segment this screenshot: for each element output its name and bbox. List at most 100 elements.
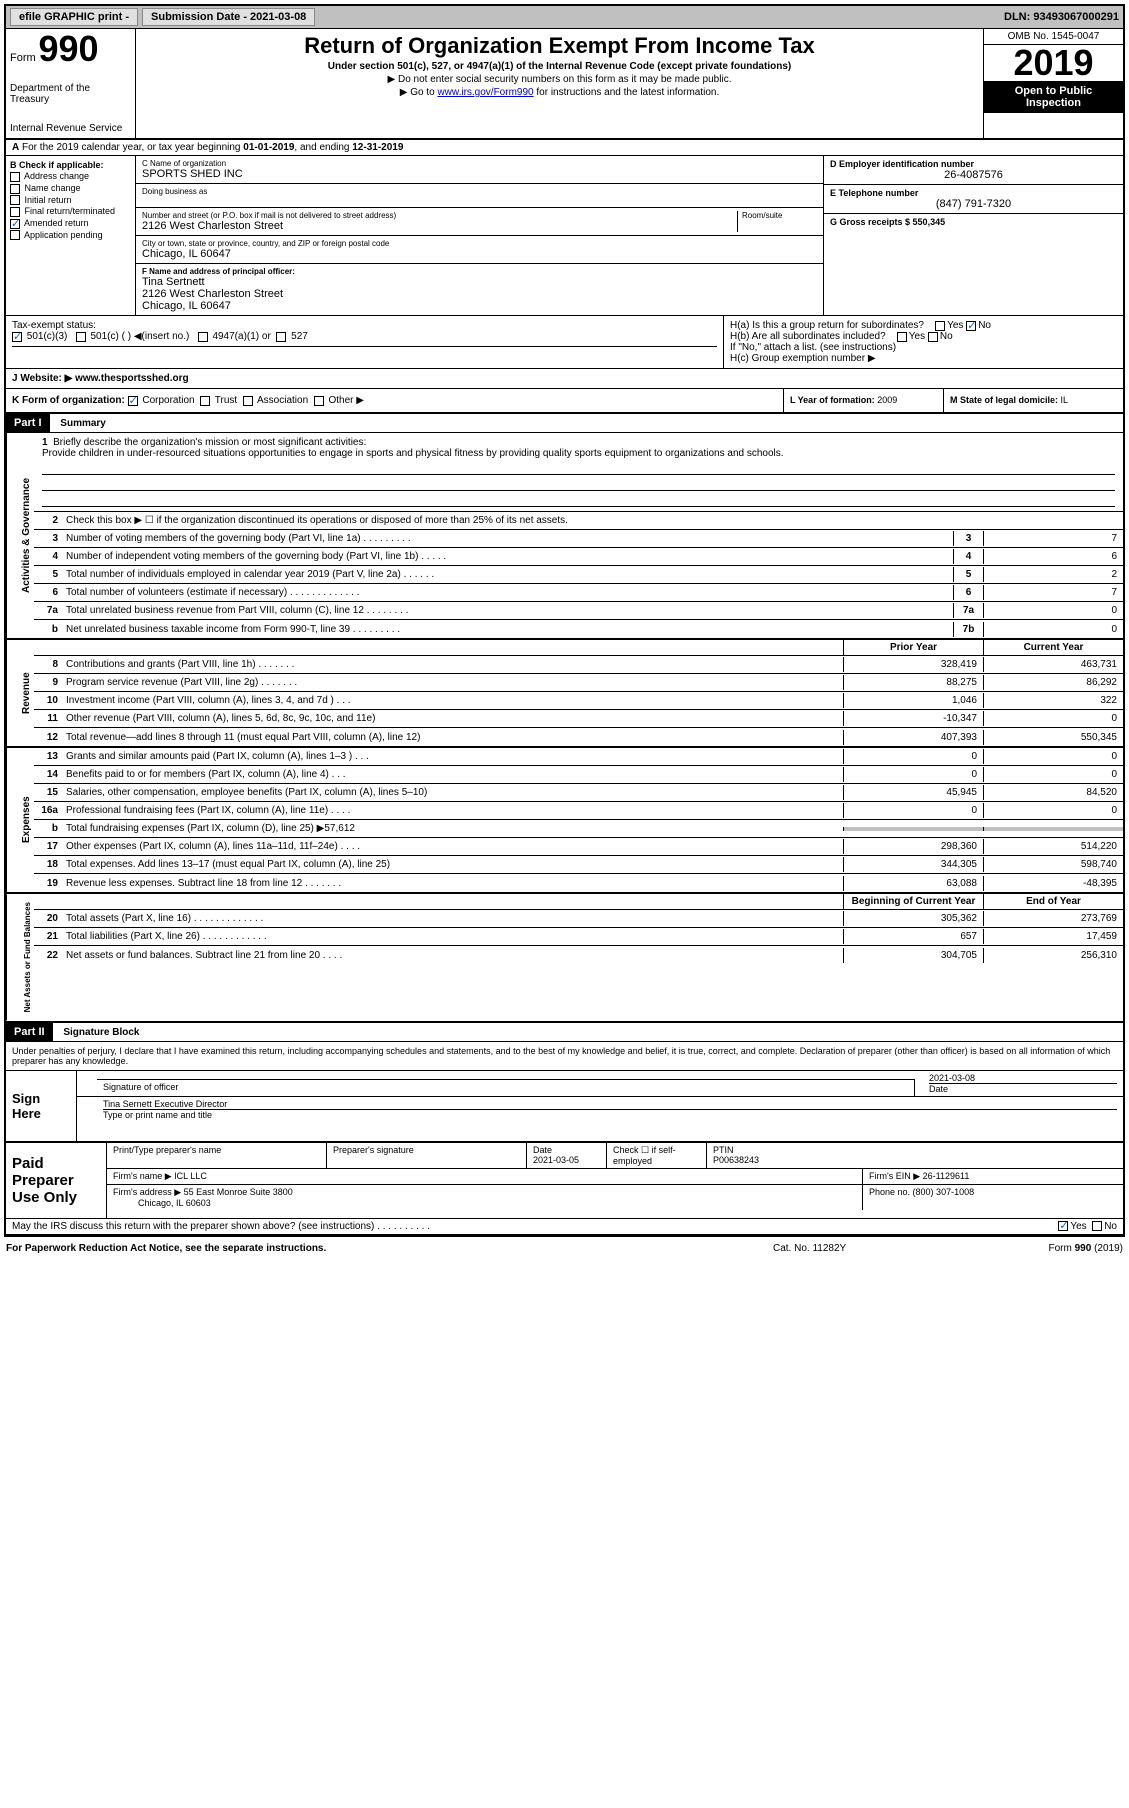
- ptin-value: P00638243: [713, 1155, 759, 1165]
- line-text: Investment income (Part VIII, column (A)…: [62, 693, 843, 708]
- line-num: b: [34, 624, 62, 635]
- line-value: 0: [983, 622, 1123, 637]
- dln-label: DLN: 93493067000291: [1004, 11, 1119, 23]
- current-value: 550,345: [983, 730, 1123, 745]
- prior-value: 657: [843, 929, 983, 944]
- line-box: 7b: [953, 622, 983, 637]
- column-b-checkboxes: B Check if applicable: Address change Na…: [6, 156, 136, 315]
- netassets-tab: Net Assets or Fund Balances: [6, 894, 34, 1020]
- mission-num: 1: [42, 437, 48, 448]
- line-value: 2: [983, 567, 1123, 582]
- ha-yes[interactable]: [935, 321, 945, 331]
- hb-note: If "No," attach a list. (see instruction…: [730, 342, 1117, 353]
- prior-value: 88,275: [843, 675, 983, 690]
- trust-checkbox[interactable]: [200, 396, 210, 406]
- prep-date: 2021-03-05: [533, 1155, 579, 1165]
- hc-label: H(c) Group exemption number ▶: [730, 353, 1117, 364]
- 4947-checkbox[interactable]: [198, 332, 208, 342]
- form-label: Form: [10, 52, 36, 64]
- sign-here-label: Sign Here: [6, 1071, 76, 1141]
- line-num: b: [34, 823, 62, 834]
- city-state-zip: Chicago, IL 60647: [142, 248, 817, 260]
- subtitle-1: Under section 501(c), 527, or 4947(a)(1)…: [144, 61, 975, 72]
- prior-value: 304,705: [843, 948, 983, 963]
- signer-name: Tina Sernett Executive Director: [103, 1099, 1117, 1109]
- hb-question: H(b) Are all subordinates included? Yes …: [730, 331, 1117, 342]
- city-label: City or town, state or province, country…: [142, 239, 817, 248]
- prior-value: 328,419: [843, 657, 983, 672]
- efile-button[interactable]: efile GRAPHIC print -: [10, 8, 138, 26]
- line-text: Net assets or fund balances. Subtract li…: [62, 948, 843, 963]
- paperwork-notice: For Paperwork Reduction Act Notice, see …: [6, 1243, 773, 1254]
- org-name: SPORTS SHED INC: [142, 168, 817, 180]
- line-value: 0: [983, 603, 1123, 618]
- current-value: 0: [983, 803, 1123, 818]
- prior-value: 45,945: [843, 785, 983, 800]
- current-value: 17,459: [983, 929, 1123, 944]
- other-checkbox[interactable]: [314, 396, 324, 406]
- current-value: 273,769: [983, 911, 1123, 926]
- current-value: 84,520: [983, 785, 1123, 800]
- year-formation: 2009: [877, 395, 897, 405]
- hb-yes[interactable]: [897, 332, 907, 342]
- phone-value: (847) 791-7320: [830, 198, 1117, 210]
- firm-name: ICL LLC: [174, 1171, 207, 1181]
- end-year-header: End of Year: [983, 894, 1123, 909]
- address-change-checkbox[interactable]: [10, 172, 20, 182]
- irs-link[interactable]: www.irs.gov/Form990: [437, 87, 533, 98]
- prep-name-label: Print/Type preparer's name: [113, 1145, 221, 1155]
- form-footer: Form 990 (2019): [973, 1243, 1123, 1254]
- submission-date-button[interactable]: Submission Date - 2021-03-08: [142, 8, 315, 26]
- part1-header: Part I: [6, 414, 50, 432]
- 527-checkbox[interactable]: [276, 332, 286, 342]
- phone-label: E Telephone number: [830, 188, 1117, 198]
- corporation-checkbox[interactable]: [128, 396, 138, 406]
- form-number: 990: [38, 28, 98, 69]
- name-change-checkbox[interactable]: [10, 184, 20, 194]
- ha-no[interactable]: [966, 321, 976, 331]
- ha-question: H(a) Is this a group return for subordin…: [730, 320, 1117, 331]
- association-checkbox[interactable]: [243, 396, 253, 406]
- line-text: Benefits paid to or for members (Part IX…: [62, 767, 843, 782]
- application-pending-checkbox[interactable]: [10, 230, 20, 240]
- line-num: 12: [34, 732, 62, 743]
- line-num: 3: [34, 533, 62, 544]
- line-num: 5: [34, 569, 62, 580]
- current-year-header: Current Year: [983, 640, 1123, 655]
- current-value: 0: [983, 711, 1123, 726]
- current-value: 86,292: [983, 675, 1123, 690]
- hb-no[interactable]: [928, 332, 938, 342]
- initial-return-checkbox[interactable]: [10, 195, 20, 205]
- discuss-yes[interactable]: [1058, 1221, 1068, 1231]
- line-text: Number of independent voting members of …: [62, 549, 953, 564]
- line-text: Professional fundraising fees (Part IX, …: [62, 803, 843, 818]
- line-num: 17: [34, 841, 62, 852]
- top-toolbar: efile GRAPHIC print - Submission Date - …: [6, 6, 1123, 29]
- suite-label: Room/suite: [742, 211, 817, 220]
- line-text: Program service revenue (Part VIII, line…: [62, 675, 843, 690]
- line-num: 4: [34, 551, 62, 562]
- officer-label: F Name and address of principal officer:: [142, 267, 817, 276]
- 501c3-checkbox[interactable]: [12, 332, 22, 342]
- current-value: 0: [983, 767, 1123, 782]
- line-num: 14: [34, 769, 62, 780]
- line-value: 7: [983, 585, 1123, 600]
- prior-value: 1,046: [843, 693, 983, 708]
- 501c-checkbox[interactable]: [76, 332, 86, 342]
- officer-name: Tina Sertnett: [142, 276, 817, 288]
- prior-value: 344,305: [843, 857, 983, 872]
- final-return-checkbox[interactable]: [10, 207, 20, 217]
- state-domicile-label: M State of legal domicile:: [950, 395, 1061, 405]
- firm-name-label: Firm's name ▶: [113, 1171, 172, 1181]
- prior-value: 0: [843, 767, 983, 782]
- amended-return-checkbox[interactable]: [10, 219, 20, 229]
- prior-year-header: Prior Year: [843, 640, 983, 655]
- line-text: Grants and similar amounts paid (Part IX…: [62, 749, 843, 764]
- firm-addr2: Chicago, IL 60603: [138, 1198, 211, 1208]
- prep-date-label: Date: [533, 1145, 552, 1155]
- form-org-label: K Form of organization:: [12, 395, 125, 406]
- discuss-no[interactable]: [1092, 1221, 1102, 1231]
- line-num: 22: [34, 950, 62, 961]
- addr-label: Number and street (or P.O. box if mail i…: [142, 211, 737, 220]
- line-box: 3: [953, 531, 983, 546]
